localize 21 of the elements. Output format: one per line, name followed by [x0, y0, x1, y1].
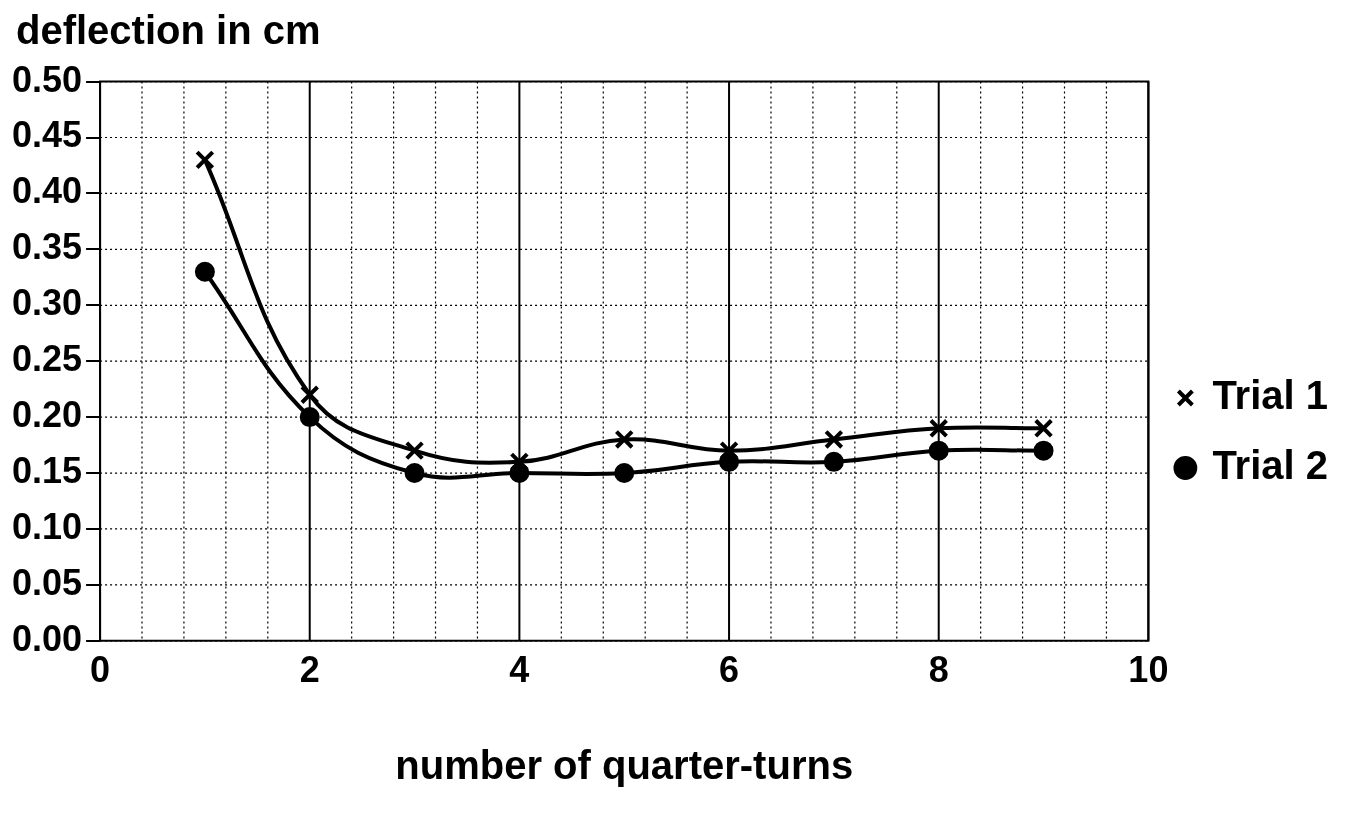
y-tick-label: 0.25: [11, 338, 83, 380]
y-tick-label: 0.50: [11, 58, 83, 100]
y-tick-label: 0.10: [11, 505, 83, 547]
x-axis-title: number of quarter-turns: [395, 743, 854, 788]
y-tick-label: 0.45: [11, 114, 83, 156]
legend-label: Trial 2: [1212, 443, 1328, 488]
y-axis-title: deflection in cm: [16, 8, 322, 54]
x-tick-label: 4: [509, 649, 530, 691]
y-tick-label: 0.30: [11, 282, 83, 324]
y-tick-label: 0.05: [11, 561, 83, 603]
x-tick-label: 0: [90, 649, 111, 691]
x-tick-label: 6: [719, 649, 740, 691]
y-tick-label: 0.15: [11, 449, 83, 491]
y-tick-label: 0.00: [11, 617, 83, 659]
x-tick-label: 8: [928, 649, 949, 691]
x-tick-label: 2: [299, 649, 320, 691]
x-tick-label: 10: [1128, 649, 1169, 691]
y-tick-label: 0.40: [11, 170, 83, 212]
legend-label: Trial 1: [1212, 373, 1328, 418]
y-tick-label: 0.35: [11, 226, 83, 268]
y-tick-label: 0.20: [11, 394, 83, 436]
